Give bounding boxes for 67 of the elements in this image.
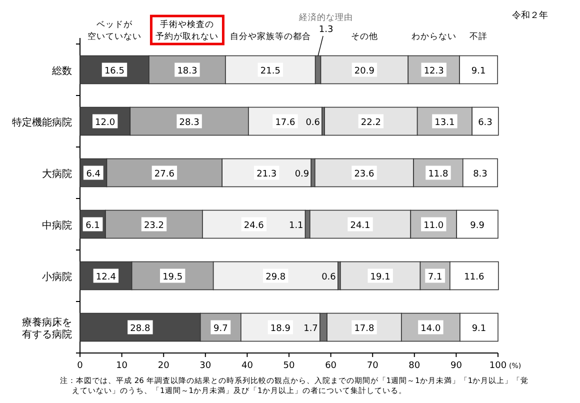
data-label: 11.6 [464,272,484,282]
data-label: 24.6 [244,220,264,231]
series-label: その他 [350,31,378,42]
y-tick-label: 大病院 [42,168,72,180]
data-label: 0.6 [322,272,336,282]
data-label: 1.7 [304,324,318,334]
x-tick-label: 50 [283,361,295,371]
data-label: 21.3 [256,169,277,180]
data-label: 14.0 [420,324,441,334]
data-label: 12.3 [424,66,444,76]
series-label: わからない [411,32,456,42]
data-label: 19.1 [370,272,390,282]
data-label: 8.3 [473,169,488,180]
data-label: 17.6 [275,118,296,128]
data-label: 28.8 [130,324,150,334]
x-tick-label: 90 [450,361,462,371]
data-label: 17.8 [354,324,375,334]
data-label: 28.3 [179,118,200,128]
x-tick-label: 10 [116,361,128,371]
data-label: 18.9 [270,324,291,334]
data-label: 9.9 [470,220,485,231]
y-tick-label: 中病院 [42,219,72,232]
data-label: 16.5 [104,66,125,76]
data-label: 0.9 [294,169,310,180]
data-label: 23.2 [144,220,164,231]
data-label: 0.6 [306,118,320,128]
y-tick-label: 総数 [51,64,72,77]
data-label: 11.0 [424,220,444,231]
data-label: 12.4 [96,272,116,282]
data-label: 12.0 [95,118,116,128]
x-tick-label: 60 [325,361,337,371]
y-tick-label: 療養病床を有する病院 [22,316,72,340]
data-label: 6.3 [478,118,492,128]
data-label: 6.1 [86,220,100,231]
data-label: 1.1 [288,220,304,231]
text: 令和２年 [512,10,548,21]
data-label: 18.3 [177,66,198,76]
y-tick-label: 小病院 [42,270,72,283]
x-tick-label: 30 [200,361,212,371]
data-label: 19.5 [162,272,183,282]
y-tick-label: 特定機能病院 [12,116,72,128]
x-tick-label: 100 [489,361,507,371]
data-label: 9.1 [472,324,486,334]
data-label: 7.1 [428,272,442,282]
data-label: 23.6 [354,169,375,180]
data-label: 29.8 [266,272,286,282]
series-label: 自分や家族等の都合 [230,31,311,42]
x-tick-label: 70 [366,361,379,371]
data-label: 21.5 [260,66,280,76]
series-label: 不詳 [470,31,488,42]
x-tick-label: 80 [408,361,420,371]
data-label: 13.1 [434,118,455,128]
series-label: 手術や検査の予約が取れない [156,19,219,42]
text: 経済的な理由 [298,12,354,23]
series-label: ベッドが空いていない [87,20,142,42]
data-label: 9.1 [471,66,486,76]
x-tick-label: 20 [158,361,170,371]
data-label: 9.7 [213,324,228,334]
data-label: 27.6 [154,169,175,180]
data-label: 20.9 [354,66,375,76]
x-tick-label: 0 [77,361,84,371]
data-label: 22.2 [360,118,381,128]
data-label: 6.4 [86,169,101,180]
data-label: 24.1 [350,220,370,231]
data-label: 11.8 [428,169,449,180]
data-label: 1.3 [318,25,334,35]
x-tick-label: 40 [241,361,254,371]
